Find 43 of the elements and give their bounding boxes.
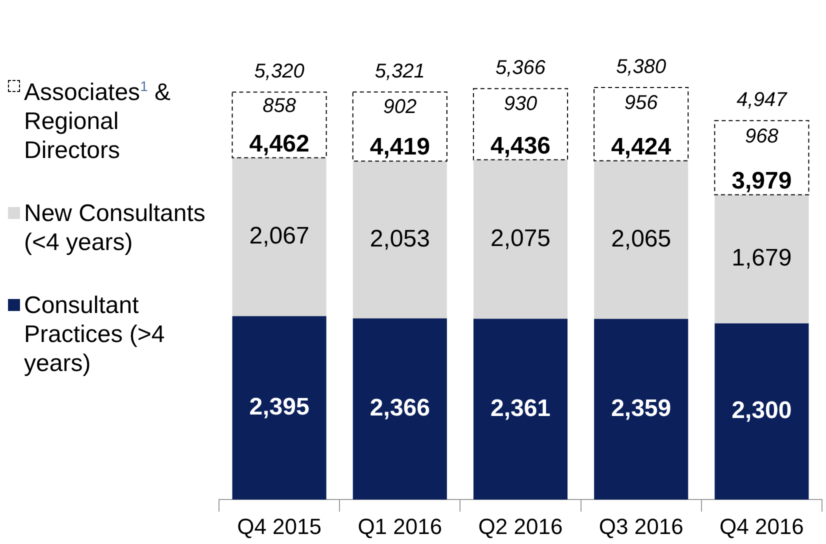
data-label: 2,366 [370, 394, 430, 422]
total-label: 5,320 [254, 60, 304, 83]
data-label: 2,075 [490, 224, 551, 252]
data-label: 968 [745, 126, 778, 148]
annotation: 4,436 [490, 132, 551, 160]
x-tick-label: Q4 2015 [237, 514, 322, 539]
x-tick-label: Q2 2016 [478, 514, 563, 539]
bar [714, 323, 809, 500]
text: Associates$^{1}$ & Regional Directors [24, 78, 171, 164]
annotation: 4,462 [249, 130, 310, 158]
data-label: 902 [383, 96, 417, 118]
bar [352, 161, 447, 318]
data-label: 2,361 [490, 394, 551, 422]
total-label: 5,321 [374, 60, 425, 83]
bar [594, 160, 688, 319]
bar [714, 194, 809, 324]
x-tick-label: Q1 2016 [358, 514, 442, 539]
data-label: 930 [504, 92, 538, 115]
bar [352, 318, 447, 500]
x-tick-label: Q4 2016 [719, 514, 804, 539]
annotation: 4,419 [370, 134, 430, 161]
data-label: 2,395 [249, 393, 310, 420]
total-label: 4,947 [736, 89, 788, 112]
data-label: 2,067 [249, 222, 310, 250]
data-label: 2,053 [370, 225, 430, 252]
total-label: 5,380 [616, 56, 666, 78]
bar [232, 316, 326, 500]
bar [473, 318, 568, 500]
bar [232, 158, 326, 316]
data-label: 858 [262, 95, 296, 118]
x-tick-label: Q3 2016 [598, 514, 684, 539]
bar [473, 160, 568, 319]
total-label: 5,366 [495, 57, 546, 80]
legend-label: New Consultants (<4 years) [24, 199, 206, 257]
data-label: 956 [624, 92, 659, 114]
data-label: 1,679 [732, 244, 792, 272]
data-label: 2,065 [611, 225, 672, 252]
annotation: 3,979 [732, 167, 792, 194]
data-label: 2,300 [732, 397, 792, 424]
bar [594, 318, 688, 500]
legend-label: Consultant Practices (>4 years) [24, 291, 166, 378]
data-label: 2,359 [611, 394, 672, 422]
annotation: 4,424 [611, 133, 672, 160]
